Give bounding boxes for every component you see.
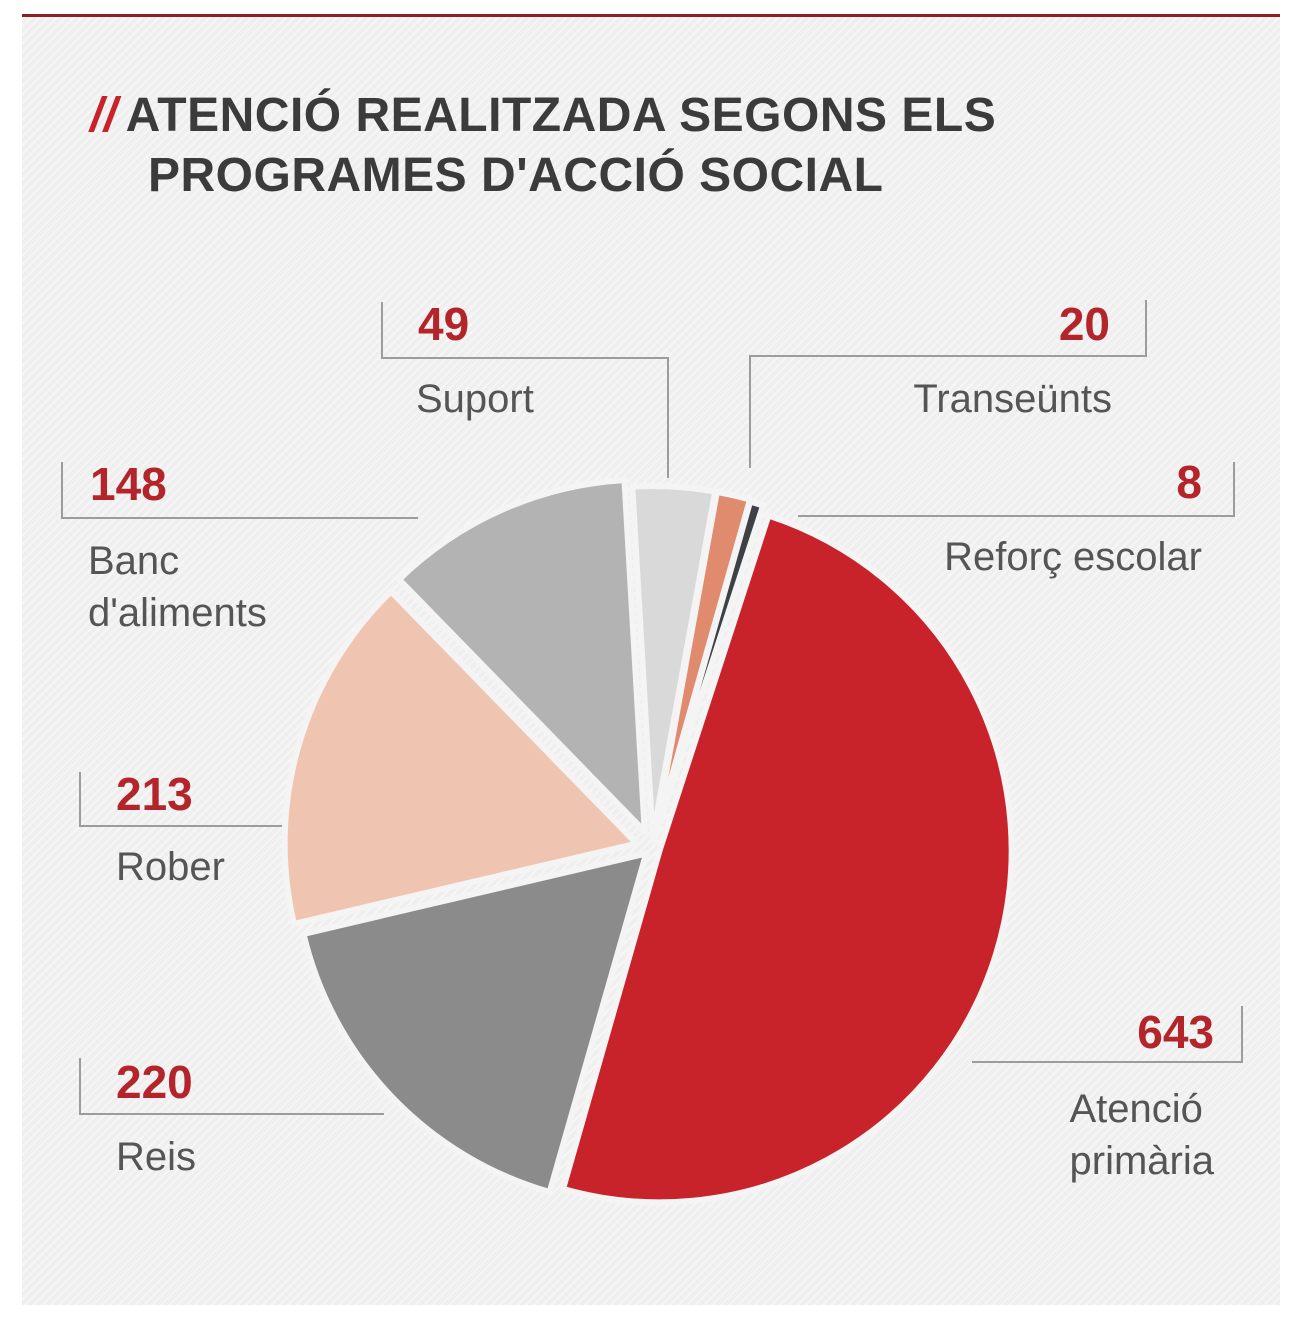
leader-line-rober xyxy=(79,772,282,827)
value-atencio-primaria: 643 xyxy=(1137,1006,1214,1058)
callout-reforc-escolar: 8 Reforç escolar xyxy=(798,456,1235,579)
leader-line-banc-aliments xyxy=(61,462,418,519)
label-reis: Reis xyxy=(116,1135,196,1179)
pie-slice-rober xyxy=(281,588,640,927)
label-atencio-primaria: Atenció primària xyxy=(1069,1087,1214,1183)
label-suport: Suport xyxy=(416,377,534,421)
pie-slices xyxy=(281,477,1015,1206)
leader-line-transeunts xyxy=(749,300,1147,468)
label-reforc-escolar: Reforç escolar xyxy=(944,535,1202,579)
value-rober: 213 xyxy=(116,768,193,820)
pie-slice-reis xyxy=(300,850,650,1196)
value-reforc-escolar: 8 xyxy=(1176,456,1202,508)
label-banc-aliments: Banc d'aliments xyxy=(88,539,267,635)
callout-suport: 49 Suport xyxy=(381,298,669,478)
callout-transeunts: 20 Transeünts xyxy=(749,298,1147,468)
label-rober: Rober xyxy=(116,845,225,889)
callout-rober: 213 Rober xyxy=(79,768,282,889)
chart-title: //ATENCIÓ REALITZADA SEGONS ELS PROGRAME… xyxy=(90,86,1140,206)
label-transeunts: Transeünts xyxy=(913,377,1112,421)
pie-slice-banc-daliments xyxy=(396,477,648,835)
pie-slice-reforc-escolar xyxy=(651,498,767,844)
value-reis: 220 xyxy=(116,1056,193,1108)
callout-atencio-primaria: 643 Atenció primària xyxy=(972,1006,1243,1183)
leader-line-suport xyxy=(381,302,669,478)
title-line-1: ATENCIÓ REALITZADA SEGONS ELS xyxy=(125,89,997,142)
leader-line-atencio-primaria xyxy=(972,1006,1243,1063)
leader-line-reis xyxy=(79,1058,384,1115)
title-mark: // xyxy=(90,89,118,142)
pie-slice-atencio-primaria xyxy=(560,512,1015,1206)
value-transeunts: 20 xyxy=(1059,298,1110,350)
value-banc-aliments: 148 xyxy=(90,458,167,510)
callout-reis: 220 Reis xyxy=(79,1056,384,1179)
leader-line-reforc-escolar xyxy=(798,462,1235,517)
title-line-2: PROGRAMES D'ACCIÓ SOCIAL xyxy=(148,149,884,202)
value-suport: 49 xyxy=(418,298,469,350)
callout-banc-aliments: 148 Banc d'aliments xyxy=(61,458,418,635)
